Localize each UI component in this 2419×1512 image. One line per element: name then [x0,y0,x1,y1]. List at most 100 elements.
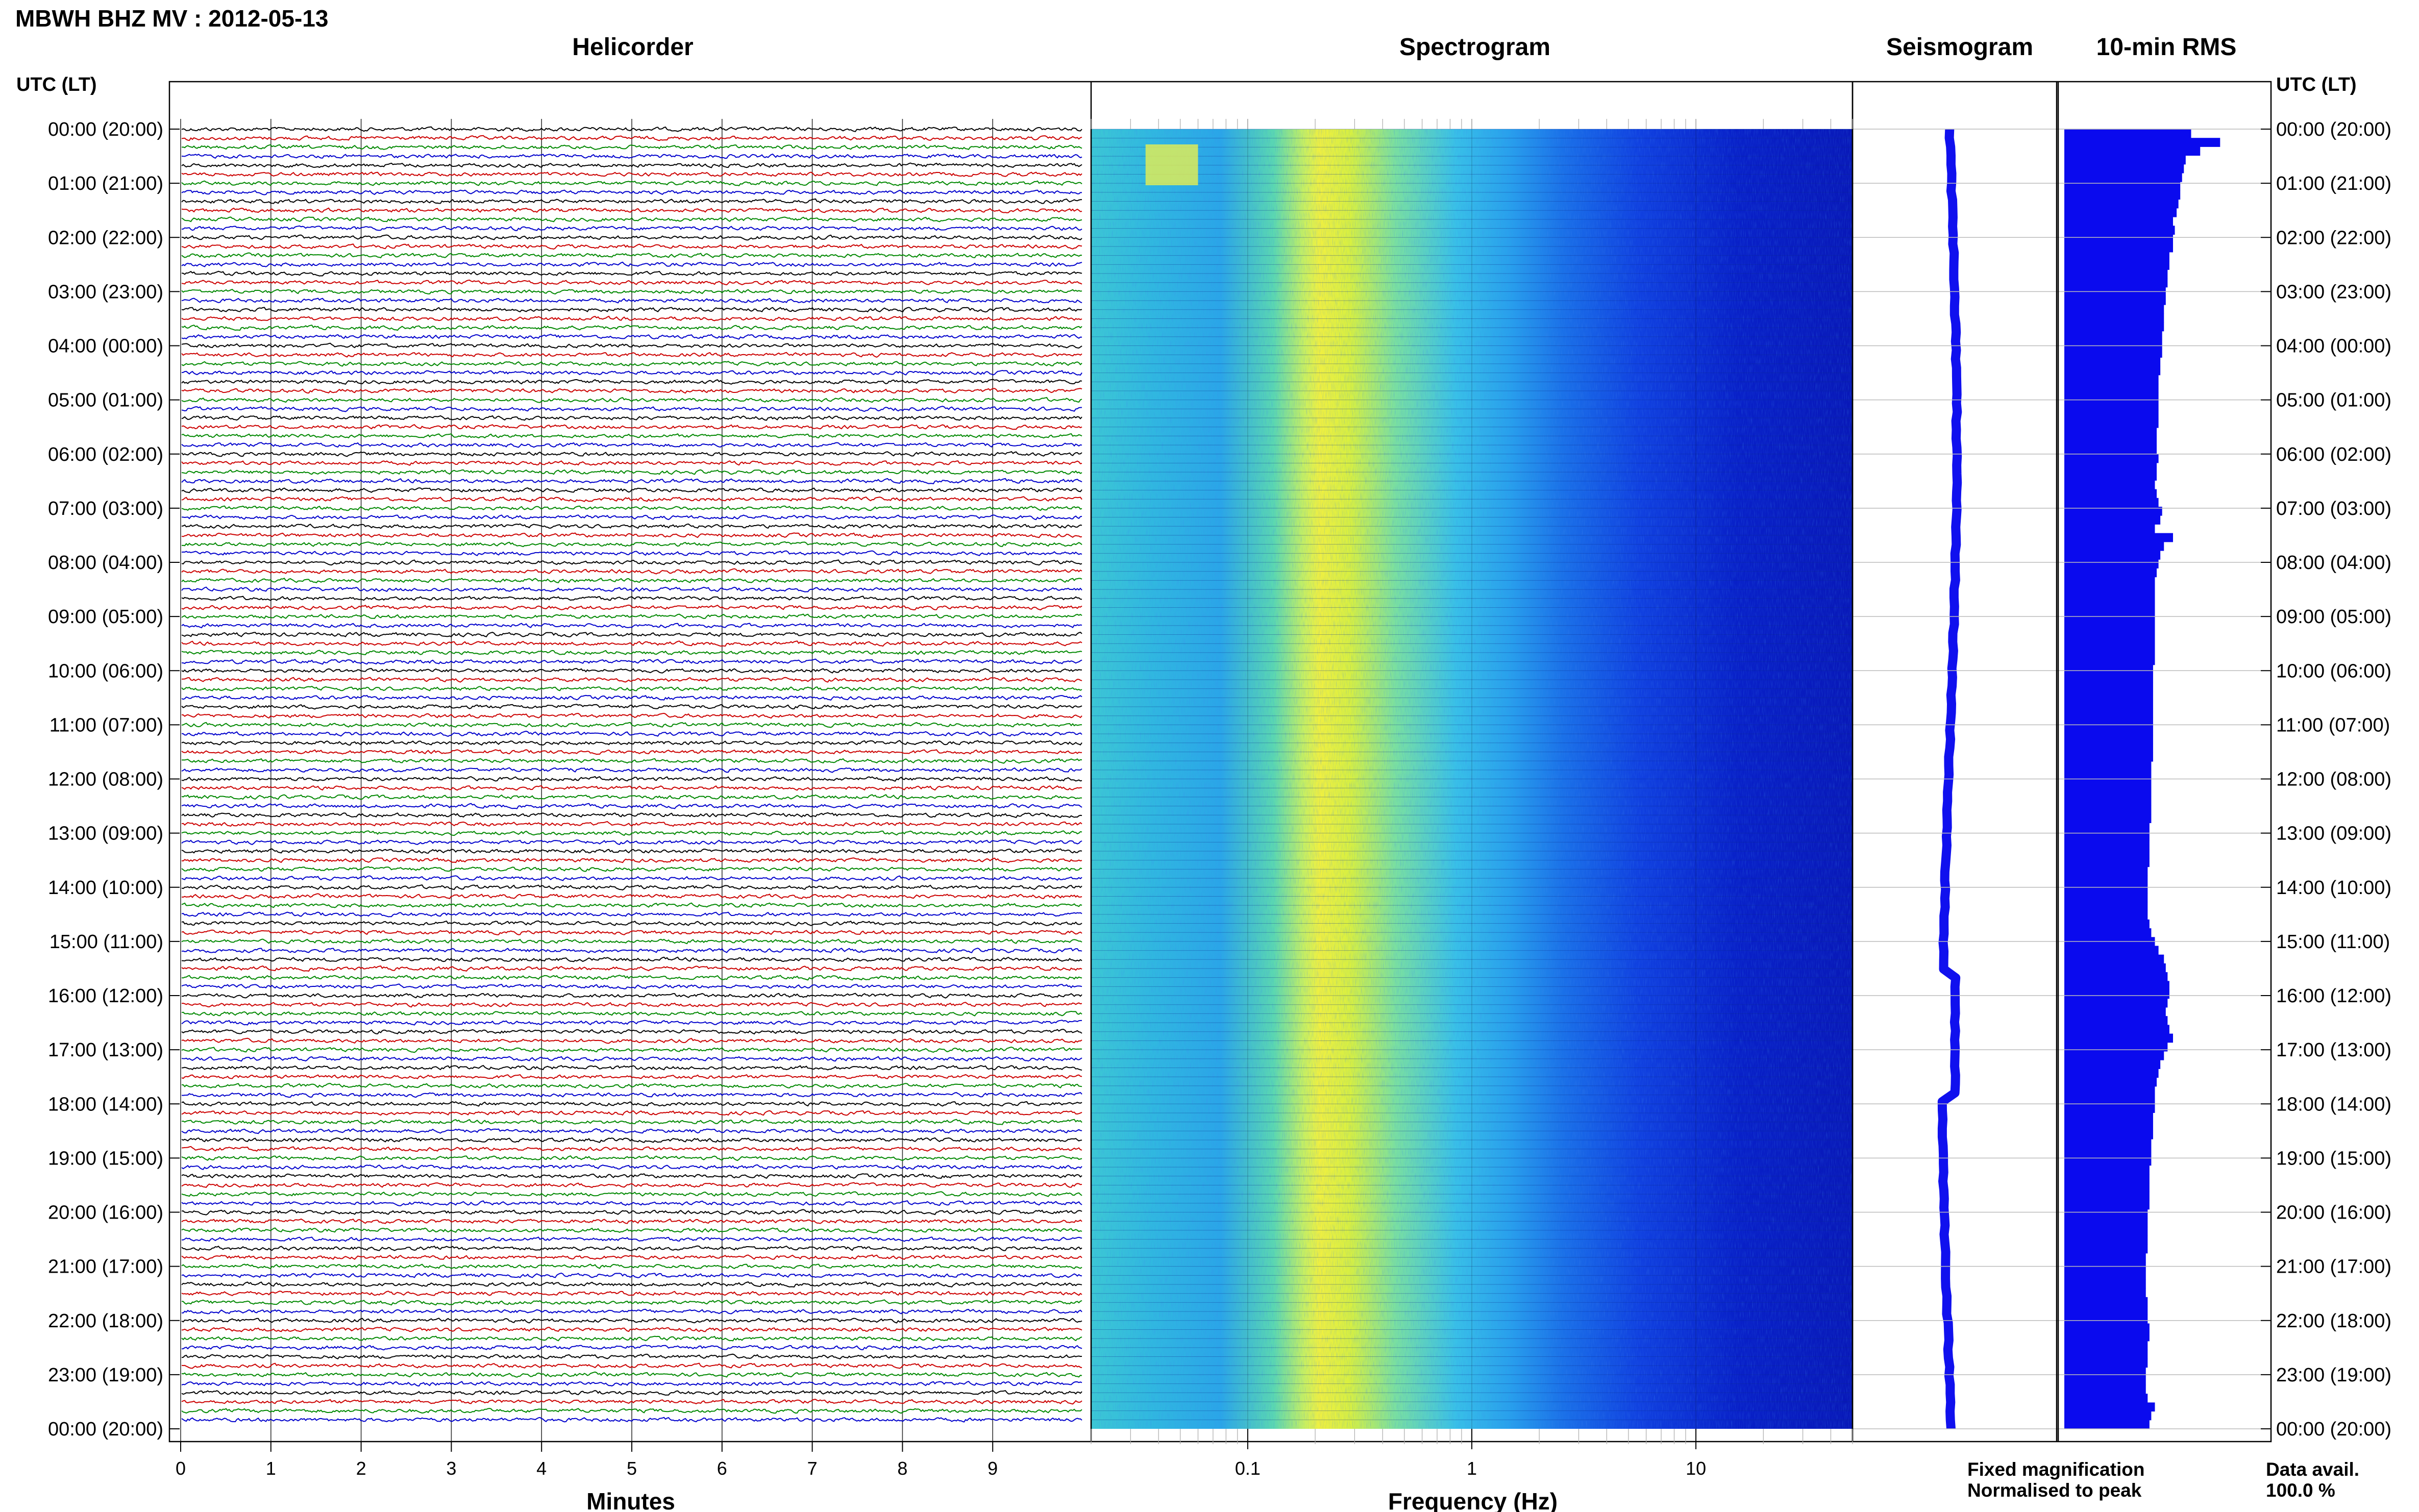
helicorder-trace [181,505,1082,511]
helicorder-trace [181,821,1082,827]
helicorder-trace [181,812,1082,819]
helicorder-trace [181,1029,1082,1035]
rms-bar [2064,902,2148,911]
spectrogram-hotspot [1145,144,1198,185]
helicorder-trace [181,902,1082,908]
rms-panel [2064,129,2220,1429]
rms-bar [2064,761,2152,771]
helicorder-title: Helicorder [572,34,693,61]
rms-bar [2064,480,2155,490]
rms-bar [2064,647,2155,657]
rms-bar [2064,673,2153,683]
rms-bar [2064,963,2166,973]
rms-bar [2064,278,2168,288]
rms-bar [2064,568,2157,578]
rms-bar [2064,1025,2169,1034]
time-label-right: 00:00 (20:00) [2276,119,2391,140]
helicorder-panel [180,119,1082,1442]
helicorder-trace [181,1326,1082,1332]
helicorder-trace [181,315,1082,321]
time-label-left: 21:00 (17:00) [48,1256,163,1278]
rms-bar [2064,1376,2146,1385]
rms-bar [2064,164,2184,173]
helicorder-trace [181,261,1082,267]
helicorder-trace [181,794,1082,800]
helicorder-trace [181,234,1082,241]
helicorder-trace [181,478,1082,484]
rms-bar [2064,656,2155,665]
time-axis-header-left: UTC (LT) [16,74,97,95]
rms-bar [2064,1271,2146,1280]
rms-bar [2064,1042,2168,1052]
helicorder-trace [181,352,1082,358]
time-label-left: 04:00 (00:00) [48,336,163,357]
rms-bar [2064,436,2157,446]
helicorder-trace [181,496,1082,503]
time-label-right: 01:00 (21:00) [2276,173,2391,194]
rms-bar [2064,805,2152,814]
helicorder-trace [181,189,1082,195]
rms-bar [2064,1323,2150,1333]
rms-bar [2064,954,2164,964]
helicorder-trace [181,938,1082,945]
time-labels: 00:00 (20:00) 00:00 (20:00) 01:00 (21:00) 0… [48,119,2391,1440]
helicorder-trace [181,514,1082,520]
rms-bar [2064,875,2148,885]
helicorder-tick-label: 5 [627,1458,637,1479]
rms-bar [2064,375,2159,384]
rms-bar [2064,577,2155,586]
rms-bar [2064,796,2152,806]
panel-frames [168,81,2272,1443]
rms-bar [2064,1095,2155,1104]
rms-bar [2064,594,2155,604]
helicorder-trace [181,785,1082,791]
rms-bar [2064,787,2152,797]
rms-bar [2064,261,2169,270]
rms-bar [2064,823,2150,832]
helicorder-trace [181,1209,1082,1216]
time-label-right: 02:00 (22:00) [2276,227,2391,249]
rms-bar [2064,682,2153,691]
helicorder-trace [181,983,1082,989]
helicorder-trace [181,126,1082,132]
rms-bar [2064,989,2169,999]
helicorder-trace [181,613,1082,619]
time-label-left: 17:00 (13:00) [48,1039,163,1061]
rms-bar [2064,208,2177,217]
rms-bar [2064,1350,2148,1359]
rms-bar [2064,717,2153,727]
helicorder-trace [181,424,1082,430]
helicorder-trace [181,288,1082,295]
rms-bar [2064,946,2159,955]
rms-bar [2064,1341,2148,1350]
helicorder-trace [181,279,1082,286]
rms-bar [2064,1174,2150,1183]
time-label-left: 13:00 (09:00) [48,823,163,845]
time-label-left: 11:00 (07:00) [50,714,163,736]
time-axis-header-right: UTC (LT) [2276,74,2357,95]
rms-bar [2064,910,2148,920]
rms-bar [2064,972,2168,981]
helicorder-trace [181,171,1082,177]
rms-bar [2064,418,2159,428]
rms-bar [2064,603,2155,613]
helicorder-trace [181,198,1082,204]
helicorder-trace [181,433,1082,439]
rms-bar [2064,1315,2148,1324]
rms-bar [2064,1297,2148,1306]
helicorder-trace [181,857,1082,863]
time-label-left: 03:00 (23:00) [48,281,163,303]
time-label-left: 01:00 (21:00) [48,173,163,194]
time-label-right: 11:00 (07:00) [2276,714,2390,736]
time-label-right: 15:00 (11:00) [2276,931,2390,953]
helicorder-trace [181,1020,1082,1026]
rms-bar [2064,1139,2152,1148]
helicorder-trace [181,1064,1082,1071]
outer-frame [168,81,2272,1443]
rms-bar [2064,664,2153,674]
helicorder-trace [181,1344,1082,1351]
helicorder-trace [181,180,1082,187]
rms-bar [2064,1358,2148,1368]
helicorder-trace [181,361,1082,367]
rms-bar [2064,1060,2161,1069]
